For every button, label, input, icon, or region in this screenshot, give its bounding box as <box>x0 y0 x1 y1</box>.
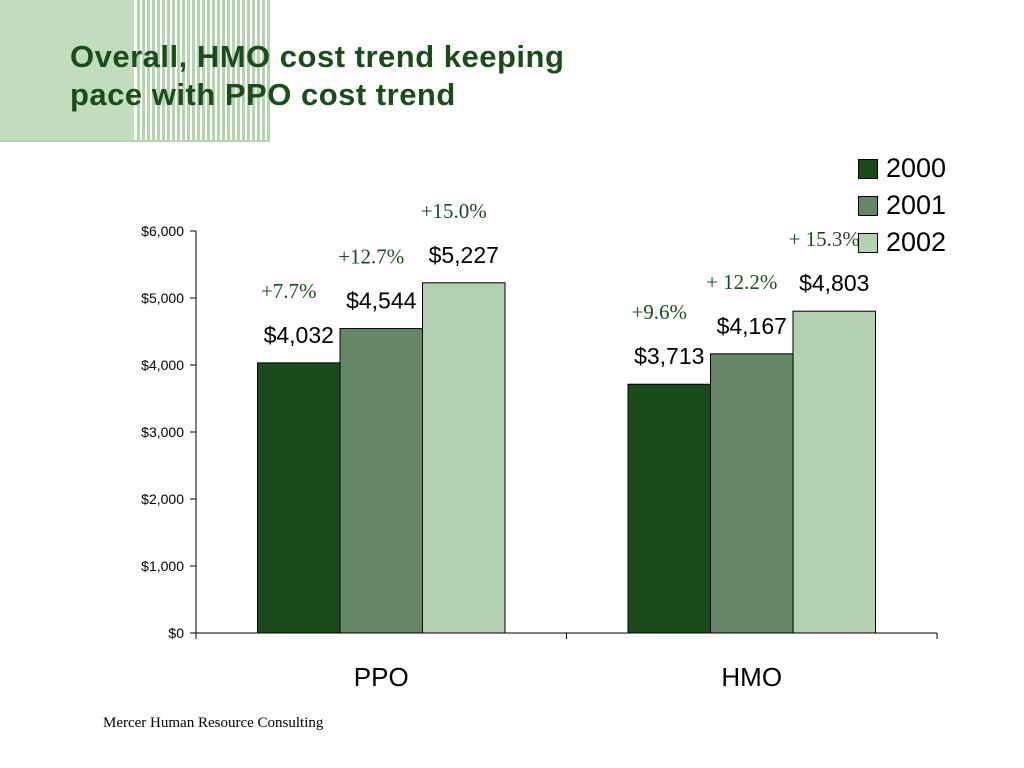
slide-title-line-2: pace with PPO cost trend <box>70 77 456 112</box>
x-category-label: PPO <box>354 662 409 692</box>
x-category-label: HMO <box>721 662 782 692</box>
bar-ppo-2000 <box>257 362 341 634</box>
chart-labels: PPO $4,032 +7.7% $4,544 +12.7% $5,227 +15.0% HM… <box>261 199 869 692</box>
decorative-stripe <box>152 0 155 142</box>
decorative-stripe <box>142 0 145 142</box>
bar-value-label: $5,227 <box>429 242 499 268</box>
legend-label-2001: 2001 <box>886 190 947 220</box>
decorative-stripe <box>242 0 245 142</box>
bar-value-label: $3,713 <box>634 343 704 369</box>
percent-change-label: +12.7% <box>338 245 404 269</box>
legend-label-2002: 2002 <box>886 227 947 257</box>
y-tick-label: $4,000 <box>141 357 184 373</box>
decorative-stripe <box>237 0 240 142</box>
legend-swatch-2000 <box>858 158 878 179</box>
decorative-stripe <box>162 0 165 142</box>
y-tick-label: $6,000 <box>141 223 184 239</box>
decorative-stripe <box>247 0 250 142</box>
chart-legend: 2000 2001 2002 <box>858 150 946 261</box>
bar-value-label: $4,544 <box>346 288 417 314</box>
percent-change-label: + 12.2% <box>706 270 777 294</box>
decorative-stripe <box>137 0 140 142</box>
decorative-stripe <box>222 0 225 142</box>
y-tick-label: $0 <box>168 625 184 641</box>
slide-title-line-1: Overall, HMO cost trend keeping <box>70 39 565 74</box>
legend-label-2000: 2000 <box>886 153 947 183</box>
decorative-stripe <box>207 0 210 142</box>
decorative-stripe <box>202 0 205 142</box>
decorative-solid-block <box>0 0 134 142</box>
decorative-stripe <box>187 0 190 142</box>
decorative-stripe <box>172 0 175 142</box>
footer-text: Mercer Human Resource Consulting <box>103 715 324 731</box>
y-tick-label: $3,000 <box>141 424 184 440</box>
decorative-baseline <box>0 140 270 142</box>
legend-item-2000: 2000 <box>858 150 946 187</box>
bar-value-label: $4,803 <box>799 270 869 296</box>
decorative-stripe <box>182 0 185 142</box>
y-tick-label: $2,000 <box>141 491 184 507</box>
legend-item-2002: 2002 <box>858 224 946 261</box>
bar-hmo-2001 <box>710 353 794 634</box>
bar-value-label: $4,032 <box>264 322 334 348</box>
legend-swatch-2002 <box>858 232 878 253</box>
decorative-stripe <box>262 0 265 142</box>
decorative-stripes <box>0 0 270 142</box>
decorative-stripe <box>192 0 195 142</box>
decorative-stripe <box>252 0 255 142</box>
slide-title: Overall, HMO cost trend keeping pace wit… <box>70 38 564 114</box>
decorative-stripe <box>212 0 215 142</box>
chart-bars <box>257 282 876 634</box>
decorative-stripe <box>157 0 160 142</box>
bar-ppo-2002 <box>422 282 506 634</box>
percent-change-label: +7.7% <box>261 279 317 303</box>
bar-value-label: $4,167 <box>717 313 787 339</box>
decorative-stripe <box>217 0 220 142</box>
bar-ppo-2001 <box>339 328 423 634</box>
legend-swatch-2001 <box>858 195 878 216</box>
percent-change-label: +9.6% <box>631 300 687 324</box>
bar-hmo-2000 <box>627 383 711 634</box>
decorative-stripe-block <box>0 0 270 142</box>
decorative-stripe <box>177 0 180 142</box>
percent-change-label: + 15.3% <box>789 227 860 251</box>
decorative-stripe <box>167 0 170 142</box>
y-tick-label: $5,000 <box>141 290 184 306</box>
decorative-stripe <box>257 0 260 142</box>
y-tick-label: $1,000 <box>141 558 184 574</box>
decorative-stripe <box>232 0 235 142</box>
decorative-stripe <box>227 0 230 142</box>
decorative-stripe <box>267 0 270 142</box>
decorative-stripe <box>197 0 200 142</box>
decorative-stripe <box>147 0 150 142</box>
legend-item-2001: 2001 <box>858 187 946 224</box>
bar-hmo-2002 <box>792 310 876 634</box>
percent-change-label: +15.0% <box>421 199 487 223</box>
